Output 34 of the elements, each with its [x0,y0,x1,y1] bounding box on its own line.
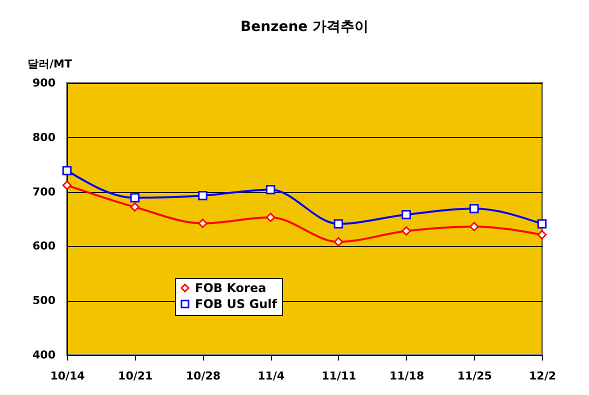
legend-label: FOB US Gulf [195,297,278,311]
x-tick-label: 11/4 [258,370,285,382]
point [198,190,208,200]
point [334,219,344,229]
point [334,237,344,246]
point [62,180,72,190]
point [62,166,72,176]
x-tick-label: 11/11 [322,370,356,382]
y-tick-label: 700 [32,185,56,198]
point [470,204,479,214]
point [130,202,140,212]
point [537,219,547,229]
point [198,218,208,228]
point [130,193,140,202]
point [402,226,411,236]
y-tick-label: 900 [32,76,56,90]
x-tick-label: 10/28 [186,370,221,382]
point [266,185,276,194]
x-tick-label: 11/25 [457,370,492,382]
x-tick-label: 11/18 [389,370,424,382]
chart-title: Benzene 가격추이 [240,19,369,35]
y-tick-label: 400 [32,348,56,362]
y-tick-label: 500 [32,294,56,308]
point [537,230,547,240]
point [470,222,479,232]
point [266,212,276,222]
y-tick-label: 800 [32,130,56,144]
x-tick-label: 10/21 [118,370,153,382]
point [402,210,411,220]
y-axis-title: 달러/MT [28,58,72,70]
y-tick-label: 600 [32,240,56,253]
x-tick-label: 12/2 [529,370,556,382]
x-tick-label: 10/14 [50,370,86,382]
legend-label: FOB Korea [195,281,266,295]
